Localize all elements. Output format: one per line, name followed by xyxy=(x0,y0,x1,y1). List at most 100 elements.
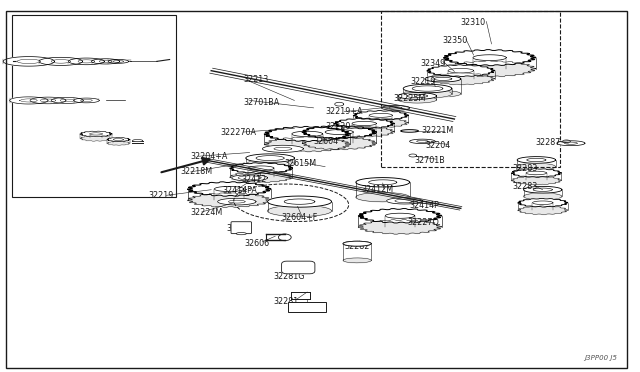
Text: 32221M: 32221M xyxy=(421,126,453,135)
Polygon shape xyxy=(356,177,410,187)
Polygon shape xyxy=(387,198,422,204)
Text: 32219+A: 32219+A xyxy=(325,107,363,116)
Polygon shape xyxy=(381,105,410,110)
Polygon shape xyxy=(302,137,376,150)
Polygon shape xyxy=(188,193,271,207)
Polygon shape xyxy=(403,90,452,98)
Polygon shape xyxy=(264,126,350,141)
Polygon shape xyxy=(39,57,83,65)
Polygon shape xyxy=(353,118,408,128)
Polygon shape xyxy=(353,110,408,120)
Polygon shape xyxy=(425,76,461,82)
Text: 32701BA: 32701BA xyxy=(243,98,280,107)
Polygon shape xyxy=(246,154,294,162)
Polygon shape xyxy=(107,141,130,145)
Polygon shape xyxy=(228,200,245,203)
Polygon shape xyxy=(20,99,37,102)
Ellipse shape xyxy=(343,241,371,246)
Polygon shape xyxy=(427,73,495,85)
Polygon shape xyxy=(80,136,112,141)
Text: 32349: 32349 xyxy=(420,59,445,68)
FancyBboxPatch shape xyxy=(282,261,315,274)
Polygon shape xyxy=(369,180,397,185)
Text: 32227Q: 32227Q xyxy=(407,218,439,227)
Polygon shape xyxy=(527,158,546,161)
Text: 32282: 32282 xyxy=(344,242,370,251)
Polygon shape xyxy=(334,118,394,129)
Polygon shape xyxy=(517,163,556,170)
Text: 32412M: 32412M xyxy=(362,185,394,194)
Polygon shape xyxy=(99,60,112,62)
Polygon shape xyxy=(444,61,536,77)
Polygon shape xyxy=(511,176,561,185)
Text: 32414PA: 32414PA xyxy=(223,186,257,195)
Polygon shape xyxy=(268,205,332,217)
Polygon shape xyxy=(448,68,474,73)
Polygon shape xyxy=(256,155,284,161)
Polygon shape xyxy=(358,209,442,223)
Text: 32220: 32220 xyxy=(325,122,351,131)
Polygon shape xyxy=(10,97,48,104)
Polygon shape xyxy=(434,77,452,80)
Polygon shape xyxy=(403,84,452,93)
Ellipse shape xyxy=(236,232,246,235)
Polygon shape xyxy=(532,201,553,205)
Text: 32283: 32283 xyxy=(512,182,537,191)
Polygon shape xyxy=(564,142,577,144)
Polygon shape xyxy=(230,171,292,183)
Polygon shape xyxy=(398,93,436,99)
Polygon shape xyxy=(78,60,95,63)
Polygon shape xyxy=(417,140,428,142)
Polygon shape xyxy=(92,59,120,64)
Bar xyxy=(12,15,176,197)
Polygon shape xyxy=(80,131,112,137)
FancyBboxPatch shape xyxy=(231,222,252,234)
Polygon shape xyxy=(108,60,129,63)
Polygon shape xyxy=(343,241,371,246)
Text: 32606: 32606 xyxy=(244,239,269,248)
Text: 32310: 32310 xyxy=(461,18,486,27)
Text: 32219: 32219 xyxy=(148,191,174,200)
Text: 32213: 32213 xyxy=(243,76,268,84)
Polygon shape xyxy=(511,169,561,177)
Text: 32283: 32283 xyxy=(512,164,537,173)
Text: 32225M: 32225M xyxy=(394,94,426,103)
Polygon shape xyxy=(395,199,414,202)
Polygon shape xyxy=(334,126,394,137)
Polygon shape xyxy=(246,160,294,168)
Polygon shape xyxy=(292,131,323,137)
Polygon shape xyxy=(230,163,292,174)
Polygon shape xyxy=(60,99,74,102)
Text: 32350: 32350 xyxy=(443,36,468,45)
Polygon shape xyxy=(518,198,568,207)
Polygon shape xyxy=(218,198,256,205)
Text: 32218M: 32218M xyxy=(180,167,212,176)
Polygon shape xyxy=(369,113,392,117)
Polygon shape xyxy=(444,49,536,66)
Polygon shape xyxy=(356,192,410,202)
Text: J3PP00 J5: J3PP00 J5 xyxy=(584,355,618,361)
Polygon shape xyxy=(74,98,99,103)
Bar xyxy=(288,302,326,312)
Text: 32204: 32204 xyxy=(426,141,451,150)
Text: 322270A: 322270A xyxy=(221,128,257,137)
Polygon shape xyxy=(113,139,124,140)
Text: 32281: 32281 xyxy=(274,297,299,306)
Polygon shape xyxy=(248,166,274,170)
Polygon shape xyxy=(188,182,271,196)
Polygon shape xyxy=(274,147,292,150)
Polygon shape xyxy=(262,145,303,153)
Polygon shape xyxy=(524,193,562,200)
Polygon shape xyxy=(30,97,66,104)
Polygon shape xyxy=(427,65,495,77)
Polygon shape xyxy=(3,57,54,66)
Polygon shape xyxy=(425,91,461,97)
Polygon shape xyxy=(385,213,415,218)
Text: 32604: 32604 xyxy=(314,137,339,146)
Polygon shape xyxy=(81,99,92,102)
Polygon shape xyxy=(407,94,428,98)
Text: 32608: 32608 xyxy=(227,224,252,233)
Polygon shape xyxy=(351,243,364,245)
Polygon shape xyxy=(389,107,402,109)
Text: 32287: 32287 xyxy=(535,138,561,147)
